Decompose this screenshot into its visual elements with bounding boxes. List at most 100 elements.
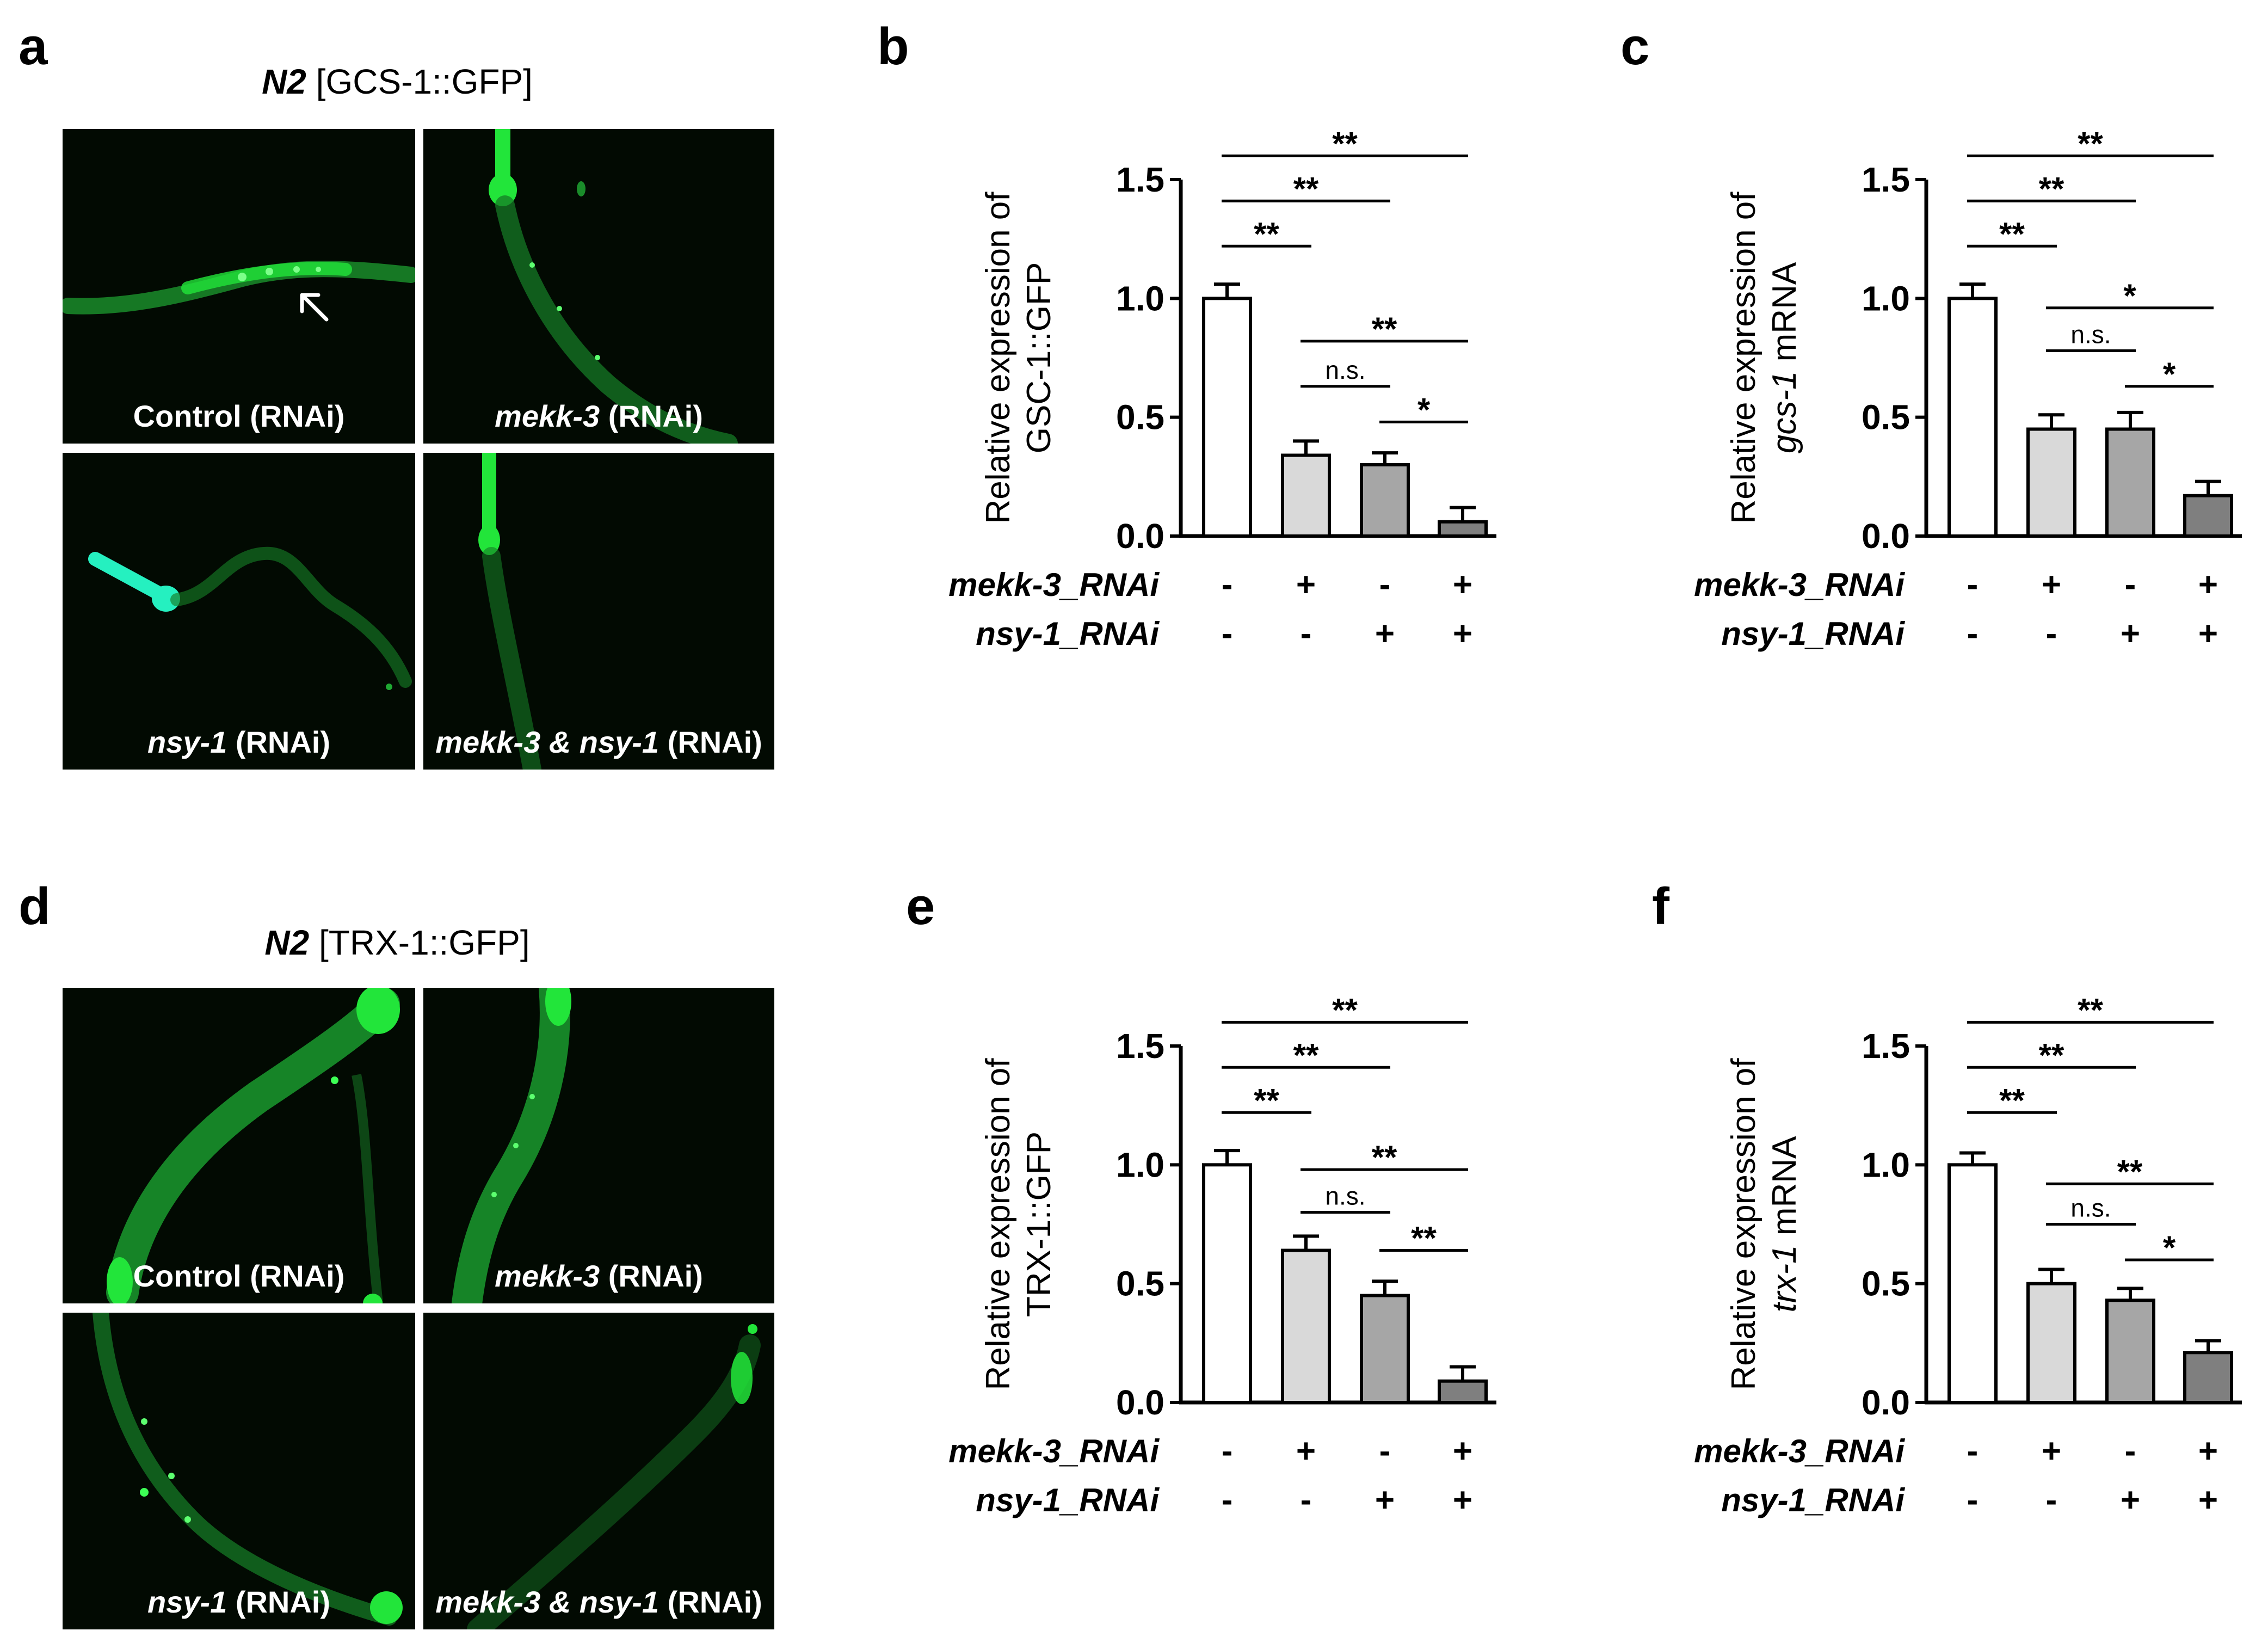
- significance-label: **: [2117, 1153, 2143, 1190]
- condition-sign: -: [1222, 1481, 1233, 1519]
- bar: [2026, 1282, 2076, 1405]
- y-axis-label-line1: Relative expression of: [1725, 192, 1762, 524]
- micrograph-d-double: mekk-3 & nsy-1 (RNAi): [423, 1313, 774, 1629]
- micrograph-a-mekk3: mekk-3 (RNAi): [423, 129, 774, 444]
- y-tick-label: 0.0: [1862, 516, 1910, 556]
- y-tick-label: 1.0: [1862, 1145, 1910, 1184]
- bar: [1360, 1294, 1410, 1404]
- significance-label: **: [2039, 170, 2064, 207]
- significance-label: **: [2039, 1037, 2064, 1073]
- condition-sign: +: [1375, 615, 1395, 653]
- significance-label: **: [1372, 311, 1397, 347]
- condition-sign: -: [1967, 615, 1979, 653]
- y-tick-label: 1.5: [1116, 160, 1164, 199]
- bar: [2105, 427, 2155, 538]
- y-tick-label: 1.5: [1862, 1026, 1910, 1066]
- significance-label: *: [1418, 391, 1431, 428]
- y-axis-label-line1: Relative expression of: [979, 1058, 1017, 1390]
- y-axis-label-line2: gcs-1 mRNA: [1766, 262, 1803, 453]
- significance-label: **: [1372, 1139, 1397, 1176]
- condition-sign: +: [1296, 1432, 1316, 1470]
- bar: [2183, 494, 2233, 538]
- bar: [2183, 1351, 2233, 1404]
- condition-sign: +: [1453, 566, 1472, 604]
- significance-label: n.s.: [1325, 1182, 1365, 1210]
- significance-label: **: [1999, 1082, 2025, 1118]
- bar: [1438, 1379, 1488, 1405]
- y-tick-label: 1.0: [1116, 1145, 1164, 1184]
- bar: [2105, 1299, 2155, 1404]
- condition-sign: -: [1222, 566, 1233, 604]
- condition-sign: +: [1375, 1481, 1395, 1519]
- micrograph-d-mekk3: mekk-3 (RNAi): [423, 988, 774, 1303]
- bar: [1947, 1163, 1998, 1404]
- panel-label-e: e: [906, 877, 935, 936]
- micrograph-d-nsy1: nsy-1 (RNAi): [63, 1313, 415, 1629]
- y-tick-label: 1.5: [1116, 1026, 1164, 1066]
- condition-sign: -: [1301, 1481, 1312, 1519]
- condition-row-label: mekk-3_RNAi: [948, 567, 1160, 603]
- panel-label-d: d: [19, 877, 51, 936]
- micrograph-a-double: mekk-3 & nsy-1 (RNAi): [423, 453, 774, 770]
- bar-chart-c: Relative expression of gcs-1 mRNA 0.0 0.5 1.…: [1694, 125, 2242, 653]
- significance-label: **: [1411, 1220, 1437, 1257]
- significance-label: *: [2163, 1229, 2176, 1266]
- y-axis-label-part: mRNA: [1766, 262, 1803, 371]
- significance-label: **: [1293, 170, 1319, 207]
- y-tick-label: 0.5: [1116, 398, 1164, 437]
- significance-label: n.s.: [1325, 356, 1365, 384]
- micrograph-title-a: N2 [GCS-1::GFP]: [262, 62, 533, 101]
- panel-label-b: b: [877, 17, 909, 76]
- y-axis-label-line1: Relative expression of: [1725, 1058, 1762, 1390]
- condition-sign: -: [2125, 1432, 2136, 1470]
- condition-sign: +: [1296, 566, 1316, 604]
- y-axis-label-part: gcs-1: [1766, 371, 1803, 454]
- condition-sign: -: [1967, 1432, 1979, 1470]
- y-axis-label-part: trx-1: [1766, 1245, 1803, 1312]
- condition-row-label: nsy-1_RNAi: [1721, 616, 1905, 652]
- bar: [1281, 1248, 1331, 1404]
- micrograph-a-control: Control (RNAi): [63, 129, 415, 444]
- condition-sign: +: [2042, 1432, 2061, 1470]
- significance-label: **: [1254, 1082, 1279, 1118]
- condition-sign: +: [2198, 566, 2218, 604]
- condition-sign: +: [2121, 1481, 2140, 1519]
- significance-label: *: [2123, 278, 2136, 314]
- condition-sign: -: [1967, 1481, 1979, 1519]
- significance-label: **: [1332, 992, 1358, 1028]
- condition-sign: -: [2125, 566, 2136, 604]
- condition-sign: -: [2046, 1481, 2057, 1519]
- y-axis-label-line2: GSC-1::GFP: [1020, 262, 1058, 453]
- y-axis-label-part: GSC-1::GFP: [1020, 262, 1058, 453]
- condition-row-label: nsy-1_RNAi: [976, 1482, 1160, 1518]
- condition-sign: +: [2198, 1481, 2218, 1519]
- bar: [1438, 520, 1488, 538]
- y-tick-label: 0.0: [1862, 1383, 1910, 1422]
- condition-sign: -: [1379, 1432, 1391, 1470]
- bar: [1202, 1163, 1252, 1404]
- y-axis-label-line2: trx-1 mRNA: [1766, 1136, 1803, 1312]
- micrograph-caption: mekk-3 (RNAi): [495, 1259, 703, 1293]
- y-axis-label-line2: TRX-1::GFP: [1020, 1131, 1058, 1317]
- y-tick-label: 0.5: [1862, 398, 1910, 437]
- condition-sign: -: [1301, 615, 1312, 653]
- significance-label: **: [1254, 216, 1279, 252]
- condition-row-label: mekk-3_RNAi: [1694, 567, 1905, 603]
- significance-label: n.s.: [2070, 1194, 2111, 1222]
- condition-sign: +: [2198, 1432, 2218, 1470]
- condition-row-label: mekk-3_RNAi: [1694, 1433, 1905, 1469]
- y-tick-label: 1.0: [1862, 279, 1910, 318]
- condition-sign: -: [1967, 566, 1979, 604]
- panel-label-a: a: [19, 17, 48, 76]
- micrograph-caption: mekk-3 & nsy-1 (RNAi): [435, 1585, 762, 1619]
- y-axis-label-part: mRNA: [1766, 1136, 1803, 1245]
- condition-sign: -: [2046, 615, 2057, 653]
- significance-label: n.s.: [2070, 320, 2111, 348]
- micrograph-a-nsy1: nsy-1 (RNAi): [63, 453, 415, 770]
- significance-label: **: [1999, 216, 2025, 252]
- condition-sign: +: [1453, 1481, 1472, 1519]
- significance-label: **: [1332, 125, 1358, 162]
